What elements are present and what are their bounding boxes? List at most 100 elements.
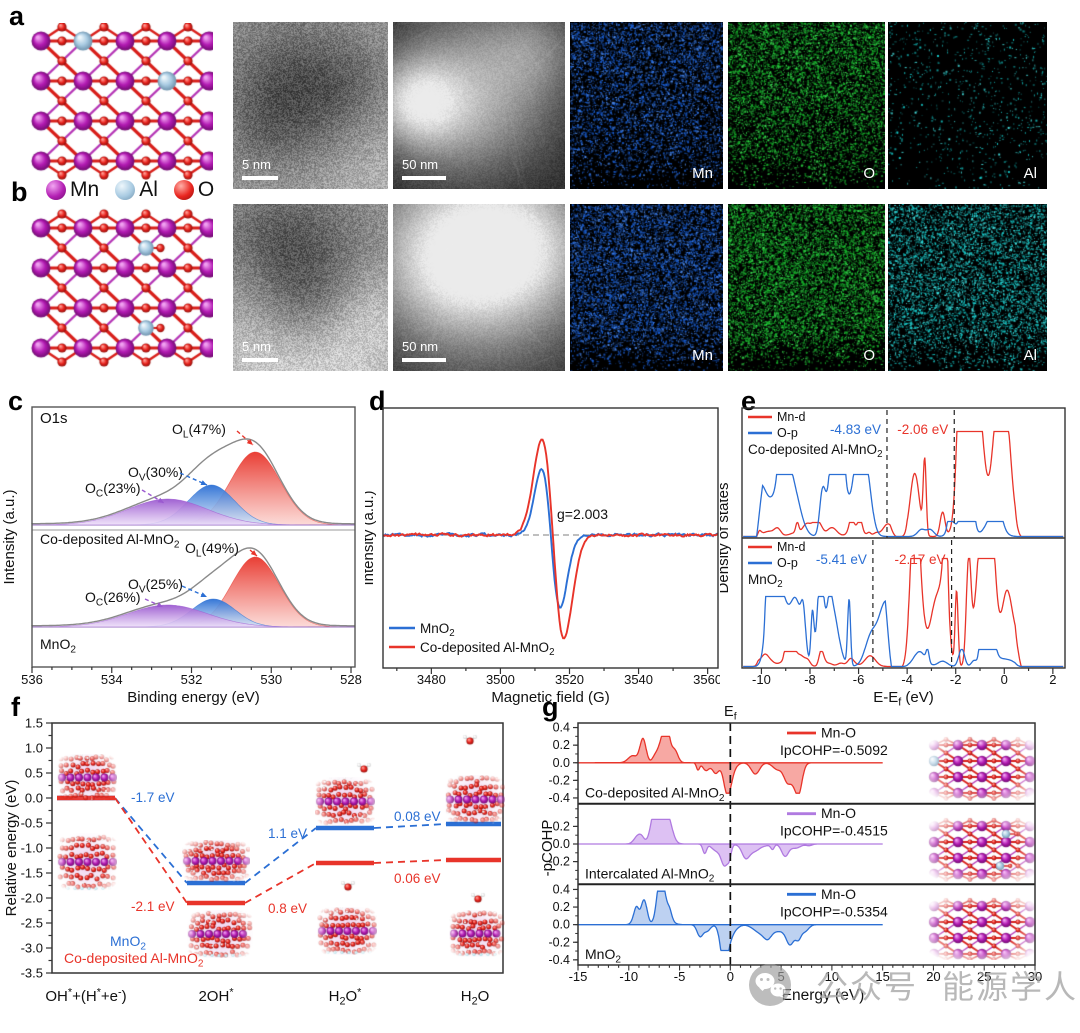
svg-text:MnO2: MnO2 bbox=[420, 621, 455, 639]
svg-text:OV(25%): OV(25%) bbox=[128, 576, 183, 595]
svg-text:-1.5: -1.5 bbox=[21, 866, 43, 881]
svg-text:-3.5: -3.5 bbox=[21, 966, 43, 981]
svg-text:Co-deposited Al-MnO2: Co-deposited Al-MnO2 bbox=[748, 442, 882, 460]
dos-chart: -4.83 eV -2.06 eV Mn-d O-p Co-deposited Al-M… bbox=[720, 407, 1066, 709]
panel-label-c: c bbox=[8, 386, 24, 416]
mn-label: Mn bbox=[70, 178, 100, 201]
svg-text:-4: -4 bbox=[901, 672, 913, 687]
svg-text:O1s: O1s bbox=[40, 410, 68, 427]
svg-text:0.4: 0.4 bbox=[553, 882, 570, 896]
dos-1-O-p bbox=[743, 595, 1064, 668]
slab-inset-2oh-bottom bbox=[187, 910, 253, 958]
svg-text:0.2: 0.2 bbox=[553, 738, 570, 752]
mn-atom-icon bbox=[46, 180, 66, 200]
tem-image-b-canvas bbox=[233, 204, 388, 371]
svg-text:OV(30%): OV(30%) bbox=[128, 464, 183, 483]
plot-frame bbox=[741, 407, 1066, 669]
lattice-inset-mno2 bbox=[927, 896, 1037, 960]
svg-text:MnO2: MnO2 bbox=[110, 933, 146, 952]
eds-map-o-b-canvas bbox=[728, 204, 885, 371]
svg-text:1.0: 1.0 bbox=[25, 741, 43, 756]
svg-text:-2.06 eV: -2.06 eV bbox=[897, 422, 948, 437]
wechat-icon bbox=[749, 964, 791, 1006]
svg-text:0.4: 0.4 bbox=[553, 721, 570, 735]
svg-text:0: 0 bbox=[727, 969, 734, 984]
svg-text:-0.4: -0.4 bbox=[548, 953, 570, 967]
svg-text:Relative energy (eV): Relative energy (eV) bbox=[3, 780, 20, 917]
svg-text:1.5: 1.5 bbox=[25, 716, 43, 731]
svg-text:0.0: 0.0 bbox=[553, 837, 570, 851]
svg-text:MnO2: MnO2 bbox=[40, 636, 76, 655]
slab-inset-h2o-bottom bbox=[449, 910, 505, 957]
svg-text:Mn-O: Mn-O bbox=[821, 725, 856, 741]
water-molecule-icon bbox=[458, 728, 482, 752]
svg-text:Co-deposited Al-MnO2: Co-deposited Al-MnO2 bbox=[40, 531, 180, 550]
watermark-text-2: 能源学人 bbox=[942, 969, 1079, 1005]
svg-text:OC(23%): OC(23%) bbox=[85, 480, 141, 499]
stem-image-b: 50 nm bbox=[393, 204, 565, 371]
svg-text:0.08 eV: 0.08 eV bbox=[394, 809, 441, 824]
svg-text:-3.0: -3.0 bbox=[21, 941, 43, 956]
map-label-o: O bbox=[863, 165, 875, 182]
svg-text:30: 30 bbox=[1028, 969, 1042, 984]
svg-text:0.8 eV: 0.8 eV bbox=[268, 901, 307, 916]
svg-text:-10: -10 bbox=[619, 969, 638, 984]
svg-text:3480: 3480 bbox=[417, 672, 446, 687]
svg-text:0: 0 bbox=[1001, 672, 1008, 687]
svg-text:15: 15 bbox=[875, 969, 889, 984]
svg-text:-1.0: -1.0 bbox=[21, 841, 43, 856]
legend-item-mn: Mn bbox=[46, 178, 99, 202]
svg-text:H2O: H2O bbox=[461, 988, 490, 1008]
xps-chart: OL(47%) OV(30%)OC(23%) OL(49%)OV(25%)OC(26… bbox=[1, 406, 362, 706]
svg-text:OL(47%): OL(47%) bbox=[172, 421, 226, 440]
svg-text:-5.41 eV: -5.41 eV bbox=[816, 552, 867, 567]
xps-envelope bbox=[31, 547, 355, 627]
o-label: O bbox=[197, 178, 215, 201]
svg-text:Ef: Ef bbox=[724, 704, 737, 722]
eds-map-o-a-canvas bbox=[728, 22, 885, 189]
o-atom-icon bbox=[173, 180, 194, 200]
panel-label-g: g bbox=[542, 692, 559, 722]
scale-bar bbox=[402, 176, 446, 180]
scale-label: 5 nm bbox=[242, 157, 271, 172]
svg-text:3500: 3500 bbox=[486, 672, 515, 687]
svg-text:528: 528 bbox=[340, 672, 362, 687]
svg-text:Co-deposited Al-MnO2: Co-deposited Al-MnO2 bbox=[585, 785, 725, 804]
svg-text:-0.2: -0.2 bbox=[548, 773, 570, 787]
svg-text:IpCOHP=-0.5354: IpCOHP=-0.5354 bbox=[780, 903, 888, 919]
svg-text:536: 536 bbox=[21, 672, 43, 687]
svg-text:Mn-O: Mn-O bbox=[821, 805, 856, 821]
eds-map-mn-b-canvas bbox=[570, 204, 723, 371]
map-label-al: Al bbox=[1023, 347, 1037, 364]
eds-map-mn-b: Mn bbox=[570, 204, 723, 371]
svg-text:H2O*: H2O* bbox=[329, 986, 363, 1007]
panel-label-d: d bbox=[369, 386, 386, 416]
svg-text:-15: -15 bbox=[569, 969, 588, 984]
svg-text:O-p: O-p bbox=[777, 426, 798, 440]
slab-inset-h2os-bottom bbox=[317, 907, 377, 955]
map-label-al: Al bbox=[1023, 165, 1037, 182]
svg-text:0.0: 0.0 bbox=[553, 756, 570, 770]
xps-envelope bbox=[31, 438, 355, 525]
svg-text:-pCOHP: -pCOHP bbox=[540, 820, 556, 877]
stem-image-a-canvas bbox=[393, 22, 565, 189]
svg-text:3520: 3520 bbox=[555, 672, 584, 687]
atom-legend: Mn Al O bbox=[46, 178, 214, 202]
scale-label: 50 nm bbox=[402, 339, 439, 354]
scale-label: 50 nm bbox=[402, 157, 439, 172]
al-atom-icon bbox=[115, 180, 136, 200]
epr-series-1 bbox=[382, 438, 719, 640]
svg-text:-8: -8 bbox=[804, 672, 816, 687]
svg-text:0.2: 0.2 bbox=[553, 819, 570, 833]
map-label-mn: Mn bbox=[692, 165, 713, 182]
svg-text:-2.0: -2.0 bbox=[21, 891, 43, 906]
svg-text:Magnetic field (G): Magnetic field (G) bbox=[491, 689, 609, 706]
eds-map-mn-a-canvas bbox=[570, 22, 723, 189]
xps-peak bbox=[31, 498, 355, 526]
svg-text:-0.5: -0.5 bbox=[21, 816, 43, 831]
scale-bar bbox=[242, 358, 278, 362]
svg-text:IpCOHP=-0.5092: IpCOHP=-0.5092 bbox=[780, 742, 888, 758]
energy-diagram-chart: -1.7 eV -2.1 eV 1.1 eV 0.8 eV 0.08 eV 0.06 eV… bbox=[3, 716, 504, 1008]
